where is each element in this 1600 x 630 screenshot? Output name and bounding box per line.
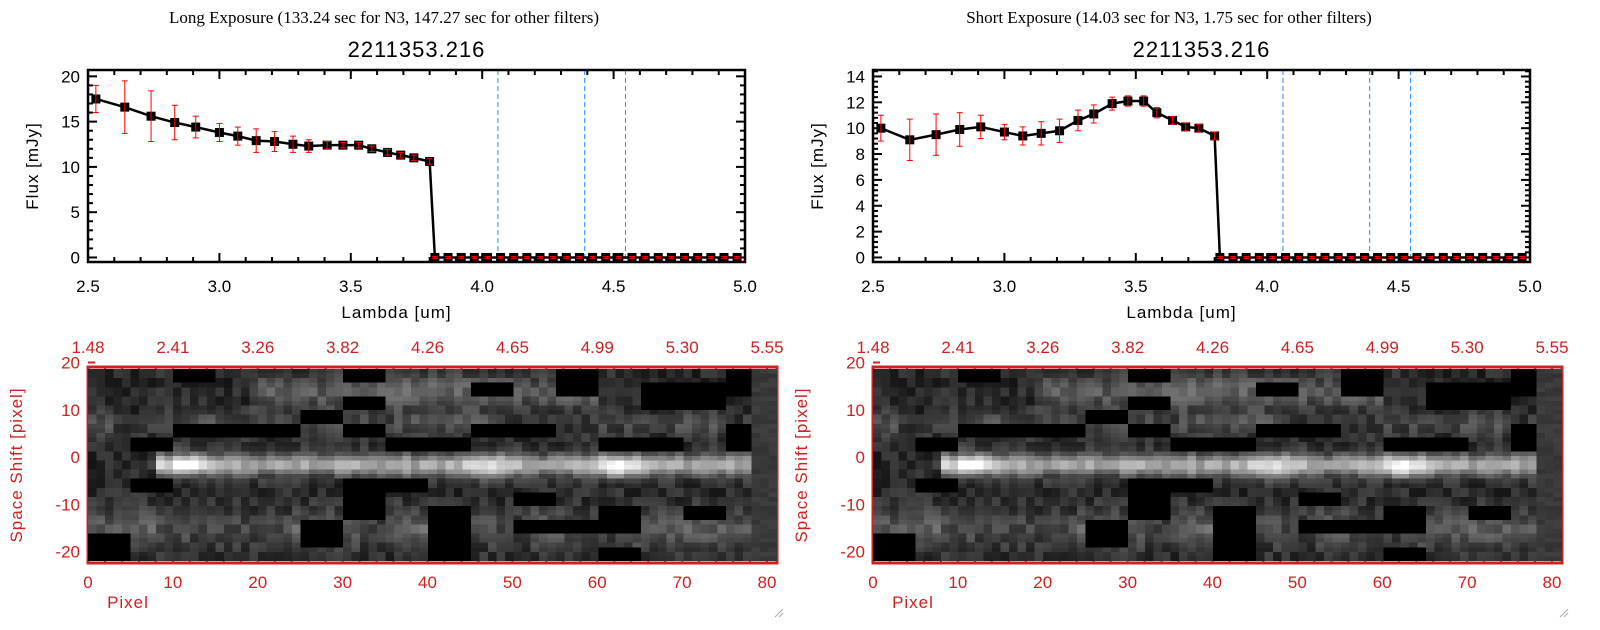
- top-x-tick-label: 5.55: [1535, 338, 1568, 357]
- resize-grip-icon: [1563, 612, 1569, 618]
- y-tick-label: 4: [856, 197, 865, 216]
- y-tick-label: 10: [846, 119, 865, 138]
- plot-frame: [86, 68, 747, 264]
- y-tick-label: 0: [856, 248, 865, 267]
- x-tick-label: 4.5: [602, 277, 626, 296]
- y-tick-label: 0: [71, 448, 80, 467]
- y-axis-label: Flux [mJy]: [23, 122, 42, 209]
- y-tick-label: 20: [61, 354, 80, 373]
- x-tick-label: 4.0: [1255, 277, 1279, 296]
- x-tick-label: 0: [83, 573, 92, 592]
- x-tick-label: 50: [1288, 573, 1307, 592]
- top-x-tick-label: 3.26: [1026, 338, 1059, 357]
- x-tick-label: 50: [503, 573, 522, 592]
- y-tick-label: 20: [61, 67, 80, 86]
- top-x-tick-label: 4.26: [1196, 338, 1229, 357]
- resize-grip-icon: [774, 608, 784, 618]
- top-x-tick-label: 1.48: [856, 338, 889, 357]
- y-tick-label: -20: [840, 543, 865, 562]
- y-tick-label: 0: [71, 248, 80, 267]
- y-tick-label: 8: [856, 145, 865, 164]
- x-tick-label: 80: [1543, 573, 1562, 592]
- y-tick-label: -10: [55, 495, 80, 514]
- y-axis-label: Space Shift [pixel]: [7, 387, 26, 542]
- spectral-image-long: [88, 369, 777, 561]
- x-tick-label: 10: [948, 573, 967, 592]
- x-tick-label: 3.5: [339, 277, 363, 296]
- spectral-image-short: [873, 369, 1562, 561]
- y-tick-label: -10: [840, 495, 865, 514]
- top-x-tick-label: 5.30: [1451, 338, 1484, 357]
- top-x-tick-label: 4.26: [411, 338, 444, 357]
- y-tick-label: 0: [856, 448, 865, 467]
- y-tick-label: 20: [846, 354, 865, 373]
- x-tick-label: 4.0: [470, 277, 494, 296]
- x-tick-label: 70: [673, 573, 692, 592]
- panel-title: Long Exposure (133.24 sec for N3, 147.27…: [169, 8, 599, 27]
- x-tick-label: 70: [1458, 573, 1477, 592]
- plot-frame: [871, 68, 1532, 264]
- x-tick-label: 60: [588, 573, 607, 592]
- x-tick-label: 40: [418, 573, 437, 592]
- x-tick-label: 4.5: [1387, 277, 1411, 296]
- spectrum-plot: Long Exposure (133.24 sec for N3, 147.27…: [23, 8, 757, 322]
- top-x-tick-label: 4.65: [1281, 338, 1314, 357]
- x-tick-label: 10: [163, 573, 182, 592]
- x-tick-label: 3.5: [1124, 277, 1148, 296]
- plot-title: 2211353.216: [1133, 37, 1271, 62]
- x-tick-label: 40: [1203, 573, 1222, 592]
- x-tick-label: 2.5: [861, 277, 885, 296]
- top-x-tick-label: 2.41: [156, 338, 189, 357]
- y-tick-label: 15: [61, 113, 80, 132]
- x-tick-label: 30: [333, 573, 352, 592]
- x-tick-label: 30: [1118, 573, 1137, 592]
- x-tick-label: 5.0: [1518, 277, 1542, 296]
- spectrum-plot: Short Exposure (14.03 sec for N3, 1.75 s…: [808, 8, 1542, 322]
- y-tick-label: 12: [846, 93, 865, 112]
- resize-grip-icon: [1559, 608, 1569, 618]
- x-tick-label: 0: [868, 573, 877, 592]
- y-tick-label: 6: [856, 171, 865, 190]
- top-x-tick-label: 3.82: [326, 338, 359, 357]
- x-tick-label: 60: [1373, 573, 1392, 592]
- x-tick-label: 80: [758, 573, 777, 592]
- resize-grip-icon: [778, 612, 784, 618]
- y-axis-label: Flux [mJy]: [808, 122, 827, 209]
- x-tick-label: 2.5: [76, 277, 100, 296]
- y-tick-label: 14: [846, 67, 865, 86]
- top-x-tick-label: 4.65: [496, 338, 529, 357]
- x-axis-label: Lambda [um]: [341, 303, 451, 322]
- y-axis-label: Space Shift [pixel]: [792, 387, 811, 542]
- y-tick-label: 2: [856, 223, 865, 242]
- top-x-tick-label: 1.48: [71, 338, 104, 357]
- y-tick-label: -20: [55, 543, 80, 562]
- x-tick-label: 20: [1033, 573, 1052, 592]
- x-axis-label: Lambda [um]: [1126, 303, 1236, 322]
- top-x-tick-label: 3.26: [241, 338, 274, 357]
- y-tick-label: 10: [61, 401, 80, 420]
- top-x-tick-label: 4.99: [1366, 338, 1399, 357]
- x-axis-label: Pixel: [107, 593, 149, 612]
- x-tick-label: 20: [248, 573, 267, 592]
- x-tick-label: 3.0: [208, 277, 232, 296]
- top-x-tick-label: 3.82: [1111, 338, 1144, 357]
- x-tick-label: 5.0: [733, 277, 757, 296]
- top-x-tick-label: 5.30: [666, 338, 699, 357]
- x-axis-label: Pixel: [892, 593, 934, 612]
- y-tick-label: 10: [61, 158, 80, 177]
- plot-title: 2211353.216: [348, 37, 486, 62]
- y-tick-label: 5: [71, 203, 80, 222]
- top-x-tick-label: 4.99: [581, 338, 614, 357]
- top-x-tick-label: 2.41: [941, 338, 974, 357]
- panel-title: Short Exposure (14.03 sec for N3, 1.75 s…: [966, 8, 1372, 27]
- x-tick-label: 3.0: [993, 277, 1017, 296]
- y-tick-label: 10: [846, 401, 865, 420]
- top-x-tick-label: 5.55: [750, 338, 783, 357]
